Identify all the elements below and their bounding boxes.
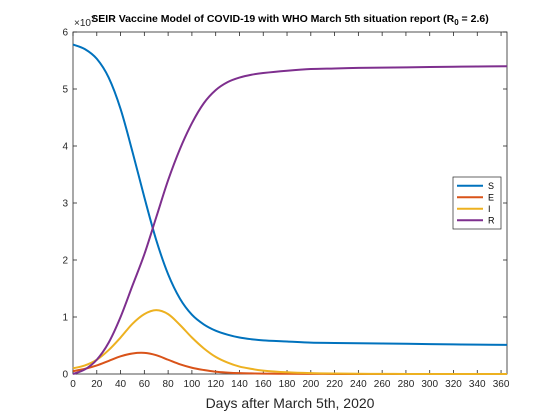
x-axis-label: Days after March 5th, 2020: [206, 395, 375, 411]
y-tick-label: 0: [62, 370, 68, 381]
y-tick-label: 2: [62, 256, 68, 267]
legend: SEIR: [452, 176, 502, 230]
chart-title: SEIR Vaccine Model of COVID-19 with WHO …: [91, 13, 488, 27]
series-line-S: [72, 43, 508, 346]
x-tick-label: 80: [163, 379, 175, 390]
x-tick-label: 0: [70, 379, 76, 390]
x-tick-label: 260: [374, 379, 391, 390]
x-tick-label: 220: [326, 379, 343, 390]
axes: 0 20 40 60 80 100 120 140 160 180 200 220 240 260 280 3…: [62, 28, 509, 391]
y-exponent-base: ×10: [74, 18, 91, 29]
y-tick-label: 5: [62, 85, 68, 96]
y-tick-label: 1: [62, 313, 68, 324]
x-tick-label: 120: [207, 379, 224, 390]
x-tick-label: 160: [255, 379, 272, 390]
legend-label-E: E: [488, 192, 494, 202]
y-exponent-power: 7: [91, 15, 96, 24]
x-tick-label: 340: [469, 379, 486, 390]
x-tick-label: 40: [115, 379, 127, 390]
x-tick-label: 100: [184, 379, 201, 390]
plot-box: [72, 31, 508, 375]
legend-label-I: I: [488, 204, 491, 214]
x-tick-label: 360: [493, 379, 510, 390]
y-exponent-label: ×107: [74, 15, 96, 29]
x-tick-label: 180: [279, 379, 296, 390]
x-tick-label: 280: [398, 379, 415, 390]
y-tick-label: 6: [62, 28, 68, 39]
chart-title-suffix: = 2.6): [459, 13, 489, 25]
plot-lines: [72, 43, 508, 375]
x-tick-label: 240: [350, 379, 367, 390]
x-tick-label: 60: [139, 379, 151, 390]
x-tick-label: 200: [302, 379, 319, 390]
x-tick-label: 20: [91, 379, 103, 390]
legend-label-S: S: [488, 181, 494, 191]
y-tick-label: 4: [62, 142, 68, 153]
x-tick-label: 140: [231, 379, 248, 390]
series-line-R: [72, 65, 508, 375]
series-line-I: [72, 309, 507, 375]
y-tick-label: 3: [62, 199, 68, 210]
legend-label-R: R: [488, 215, 495, 225]
x-tick-label: 320: [445, 379, 462, 390]
chart-title-subscript: 0: [454, 18, 459, 27]
x-tick-label: 300: [421, 379, 438, 390]
chart-title-main: SEIR Vaccine Model of COVID-19 with WHO …: [91, 13, 454, 25]
